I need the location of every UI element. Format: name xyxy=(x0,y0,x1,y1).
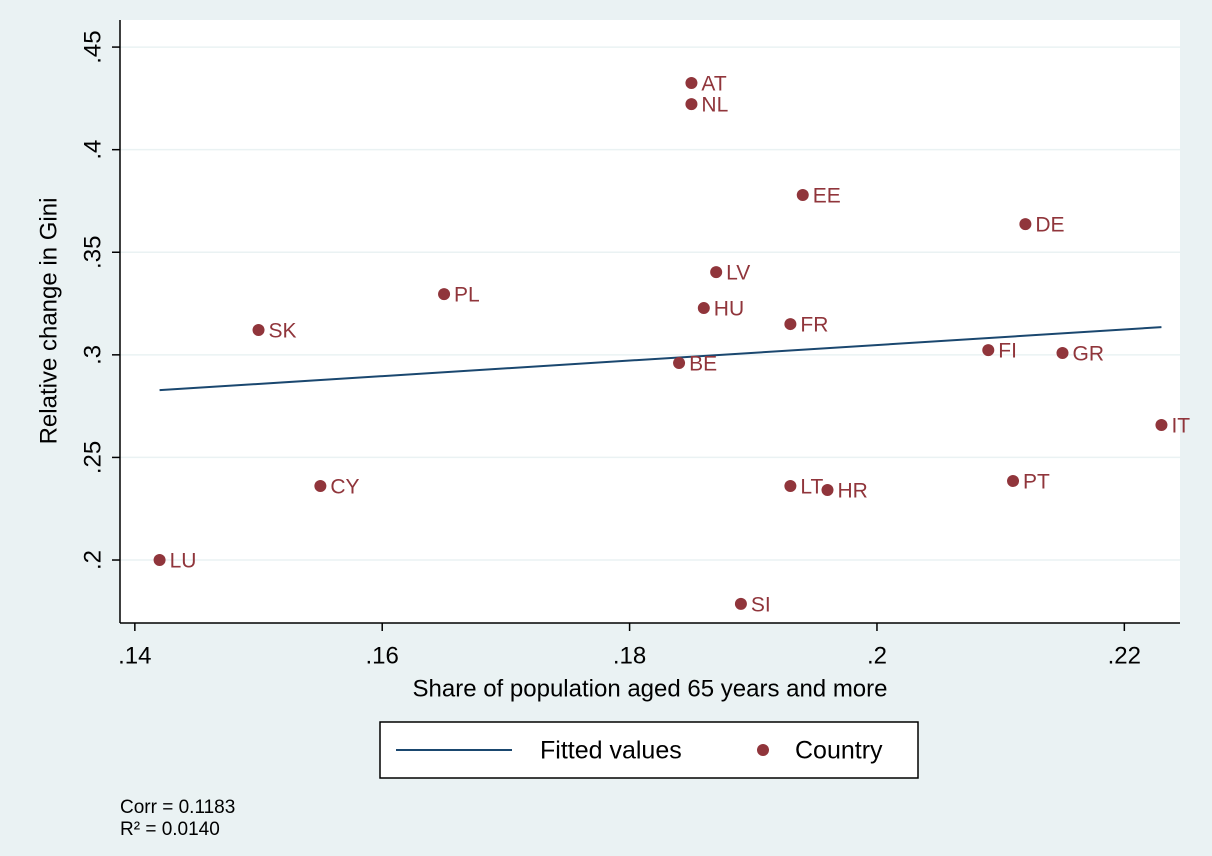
annotation: R² = 0.0140 xyxy=(120,819,220,840)
y-tick-label: .25 xyxy=(79,441,106,474)
point-label: DE xyxy=(1035,214,1064,237)
point xyxy=(685,76,698,89)
point-label: CY xyxy=(330,475,359,498)
point-label: GR xyxy=(1072,343,1104,366)
point-label: LU xyxy=(170,550,197,573)
legend-label: Fitted values xyxy=(540,737,682,765)
point-label: AT xyxy=(701,73,726,96)
y-tick-label: .2 xyxy=(79,550,106,570)
point xyxy=(982,344,995,357)
point-label: HU xyxy=(714,298,744,321)
point xyxy=(784,318,797,331)
x-tick-label: .14 xyxy=(118,642,151,669)
point-label: SI xyxy=(751,593,771,616)
point-label: FI xyxy=(998,340,1017,363)
point xyxy=(710,266,723,279)
point-label: NL xyxy=(701,94,728,117)
y-tick-label: .45 xyxy=(79,30,106,63)
legend-label: Country xyxy=(795,737,883,765)
point-label: BE xyxy=(689,353,717,376)
point xyxy=(1155,419,1168,432)
legend-marker xyxy=(757,744,769,756)
point xyxy=(252,324,265,337)
point xyxy=(734,597,747,610)
point-label: SK xyxy=(269,320,297,343)
annotation: Corr = 0.1183 xyxy=(120,797,235,818)
y-tick-label: .4 xyxy=(79,140,106,160)
point xyxy=(673,357,686,370)
point-label: PT xyxy=(1023,471,1050,494)
point-label: IT xyxy=(1171,415,1190,438)
point xyxy=(796,189,809,202)
point xyxy=(153,554,166,567)
plot-area xyxy=(120,20,1180,623)
x-axis-title: Share of population aged 65 years and mo… xyxy=(413,675,888,702)
y-tick-label: .3 xyxy=(79,345,106,365)
point xyxy=(685,98,698,111)
point xyxy=(314,479,327,492)
point-label: FR xyxy=(800,314,828,337)
x-tick-label: .2 xyxy=(867,642,887,669)
point-label: EE xyxy=(813,185,841,208)
y-axis-title: Relative change in Gini xyxy=(35,198,62,445)
y-tick-label: .35 xyxy=(79,236,106,269)
point xyxy=(1007,475,1020,488)
x-tick-label: .18 xyxy=(613,642,646,669)
point-label: HR xyxy=(837,480,867,503)
x-tick-label: .16 xyxy=(366,642,399,669)
point-label: LT xyxy=(800,475,823,498)
point xyxy=(821,484,834,497)
point xyxy=(438,288,451,301)
x-tick-label: .22 xyxy=(1108,642,1141,669)
point xyxy=(1056,346,1069,359)
fit-line xyxy=(159,326,1162,392)
point xyxy=(784,479,797,492)
point-label: LV xyxy=(726,262,750,285)
point-label: PL xyxy=(454,284,480,307)
point xyxy=(1019,218,1032,231)
point xyxy=(697,302,710,315)
